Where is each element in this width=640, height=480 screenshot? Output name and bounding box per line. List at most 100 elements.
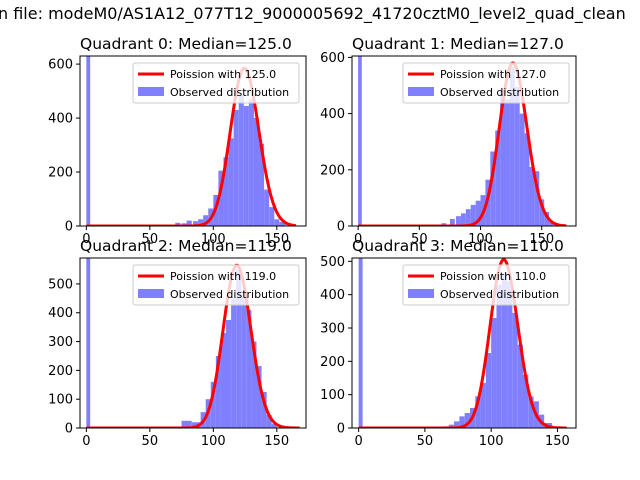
quadrant-1-histogram-bar <box>524 133 530 226</box>
quadrant-1-legend-label-observed: Observed distribution <box>440 86 559 99</box>
quadrant-2-histogram-bar <box>241 296 247 428</box>
quadrant-2-legend-label-observed: Observed distribution <box>170 288 289 301</box>
quadrant-0-histogram-bar <box>259 143 265 226</box>
quadrant-3-xtick-label: 50 <box>417 434 434 449</box>
quadrant-3-panel: 0 50 100 150 0 100 200 300 400 500 Quadrant 3: Med… <box>320 237 577 449</box>
quadrant-3-histogram-bar <box>480 383 486 428</box>
quadrant-1-histogram-bar <box>529 166 535 226</box>
quadrant-1-ytick-label: 400 <box>320 107 345 122</box>
quadrant-2-axes-frame <box>79 257 307 429</box>
quadrant-1-histogram-bar <box>519 113 525 226</box>
quadrant-0-histogram-bar <box>203 215 209 226</box>
quadrant-3-xtick-label: 100 <box>479 434 504 449</box>
quadrant-0-legend-label-poisson: Poission with 125.0 <box>170 68 276 81</box>
quadrant-0-title: Quadrant 0: Median=125.0 <box>80 35 292 53</box>
quadrant-2-legend: Poission with 119.0 Observed distribution <box>132 264 300 306</box>
quadrant-2-histogram-bar <box>210 381 216 428</box>
quadrant-0-histogram-bar <box>223 157 229 226</box>
quadrant-1-histogram-bar <box>505 99 510 226</box>
quadrant-3-legend-box <box>402 264 570 306</box>
quadrant-0-axes-frame <box>79 55 307 227</box>
quadrant-1-histogram-bar <box>460 213 466 226</box>
quadrant-1-legend-box <box>402 62 570 104</box>
quadrant-3-histogram-bar <box>485 353 492 428</box>
quadrant-2-xtick-label: 50 <box>142 434 159 449</box>
quadrant-3-ytick-label: 0 <box>337 422 345 437</box>
quadrant-2-histogram-bar <box>266 415 272 428</box>
quadrant-3-xtick-label: 150 <box>545 434 570 449</box>
quadrant-1-histogram-bar <box>514 86 520 226</box>
quadrant-2-histogram-bar <box>181 420 192 428</box>
quadrant-1-histogram-bar <box>449 218 455 226</box>
quadrant-1-ytick-label: 200 <box>320 163 345 178</box>
quadrant-1-histogram-bar <box>544 211 550 226</box>
quadrant-3-legend: Poission with 110.0 Observed distribution <box>402 264 570 306</box>
quadrant-1-histogram-bar <box>358 56 362 226</box>
quadrant-2-histogram-bar <box>231 298 237 428</box>
quadrant-0-histogram-bar <box>175 222 181 226</box>
quadrant-0-histogram-bar <box>274 219 280 226</box>
quadrant-2-histogram-bar <box>215 355 221 428</box>
quadrant-2-xtick-label: 0 <box>82 434 90 449</box>
quadrant-1-histogram-bar <box>490 151 496 226</box>
quadrant-0-ytick-label: 600 <box>48 58 73 73</box>
quadrant-3-legend-bar-swatch <box>408 289 434 298</box>
quadrant-2-ytick-label: 200 <box>48 364 73 379</box>
quadrant-3-ytick-label: 200 <box>320 355 345 370</box>
quadrant-2-ytick-label: 100 <box>48 393 73 408</box>
quadrant-3-axes-frame <box>351 257 577 429</box>
quadrant-1-histogram-bar <box>539 199 545 226</box>
quadrant-1-legend-bar-swatch <box>408 87 434 96</box>
quadrant-2-poisson-line <box>86 263 300 428</box>
quadrant-3-ytick-label: 500 <box>320 255 345 270</box>
quadrant-1-histogram-bar <box>470 204 476 226</box>
quadrant-1-legend: Poission with 127.0 Observed distribution <box>402 62 570 104</box>
quadrant-3-histogram-bar <box>528 396 534 428</box>
quadrant-3-histogram-bar <box>496 284 502 428</box>
quadrant-3-legend-label-observed: Observed distribution <box>440 288 559 301</box>
quadrant-3-histogram-bar <box>491 318 497 428</box>
quadrant-0-histogram-bar <box>238 95 244 226</box>
quadrant-2-panel: 0 50 100 150 0 100 200 300 400 500 Quadrant 2: Med… <box>48 237 307 449</box>
quadrant-1-histogram-bar <box>500 89 506 226</box>
quadrant-3-histogram-bar <box>448 424 455 428</box>
quadrant-0-histogram-bar <box>233 109 239 226</box>
quadrant-2-histogram-bar <box>256 366 262 428</box>
quadrant-0-xtick-label: 50 <box>142 232 159 247</box>
quadrant-3-histogram-bar <box>522 374 529 428</box>
quadrant-0-histogram-bar <box>186 220 192 226</box>
quadrant-0-histogram-bar <box>269 207 275 226</box>
quadrant-2-ytick-label: 400 <box>48 306 73 321</box>
quadrant-0-histogram-bar <box>253 118 260 226</box>
quadrant-3-title: Quadrant 3: Median=110.0 <box>352 237 564 255</box>
quadrant-1-xtick-label: 150 <box>529 232 554 247</box>
quadrant-3-histogram-bar <box>512 313 518 428</box>
quadrant-0-histogram-bar <box>193 221 199 226</box>
quadrant-1-histogram-bar <box>465 209 471 226</box>
quadrant-0-histogram-bar <box>198 219 204 226</box>
quadrant-2-histogram-bar <box>251 341 257 428</box>
quadrant-2-bars <box>86 258 277 428</box>
quadrant-2-histogram-bar <box>226 319 232 428</box>
quadrant-2-histogram-bar <box>220 332 227 428</box>
quadrant-1-histogram-bar <box>534 171 540 226</box>
quadrant-0-histogram-bar <box>228 138 234 226</box>
quadrant-0-ytick-label: 0 <box>65 220 73 235</box>
quadrant-3-histogram-bar <box>507 281 513 428</box>
quadrant-3-ytick-label: 300 <box>320 322 345 337</box>
quadrant-0-histogram-bar <box>248 99 254 226</box>
figure-title-text: n file: modeM0/AS1A12_077T12_9000005692_… <box>0 4 626 23</box>
quadrant-1-axes-frame <box>351 55 577 227</box>
quadrant-0-histogram-bar <box>279 221 286 226</box>
quadrant-1-histogram-bar <box>475 200 481 226</box>
quadrant-3-histogram-bar <box>501 273 508 428</box>
quadrant-0-panel: 0 50 100 150 0 200 400 600 Quadrant 0: Median=12… <box>48 35 307 247</box>
quadrant-0-histogram-bar <box>218 170 224 226</box>
quadrant-0-ytick-label: 200 <box>48 166 73 181</box>
quadrant-0-legend-label-observed: Observed distribution <box>170 86 289 99</box>
quadrant-3-legend-label-poisson: Poission with 110.0 <box>440 270 546 283</box>
quadrant-2-histogram-bar <box>86 258 91 428</box>
quadrant-2-legend-bar-swatch <box>138 289 164 298</box>
quadrant-0-legend-box <box>132 62 300 104</box>
